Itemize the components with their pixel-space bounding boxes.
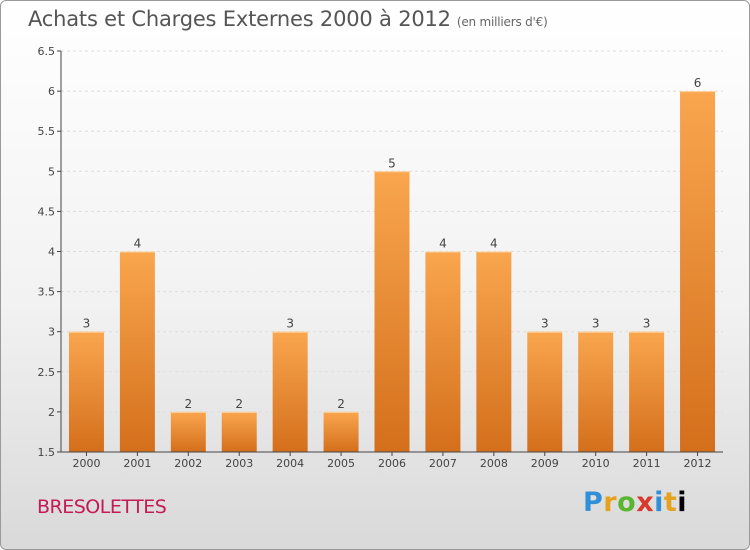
data-label: 3 xyxy=(643,317,651,331)
bar xyxy=(425,251,461,452)
chart-title-text: Achats et Charges Externes 2000 à 2012 xyxy=(28,7,451,31)
data-label: 2 xyxy=(184,397,192,411)
data-label: 3 xyxy=(83,317,91,331)
x-tick-label: 2004 xyxy=(276,457,304,470)
bar xyxy=(119,251,155,452)
x-tick-label: 2005 xyxy=(327,457,355,470)
bar xyxy=(476,251,512,452)
bar xyxy=(221,411,257,452)
bar xyxy=(527,331,563,452)
data-label: 2 xyxy=(235,397,243,411)
logo-letter: i xyxy=(677,487,688,518)
data-label: 3 xyxy=(592,317,600,331)
x-tick-label: 2006 xyxy=(378,457,406,470)
y-tick-label: 3.5 xyxy=(38,286,56,299)
y-tick-label: 2 xyxy=(48,406,55,419)
logo-letter: x xyxy=(636,487,655,518)
y-tick-label: 1.5 xyxy=(38,446,56,459)
data-label: 4 xyxy=(490,237,498,251)
y-tick-label: 6.5 xyxy=(38,45,56,58)
bar xyxy=(680,91,716,452)
y-tick-label: 6 xyxy=(48,85,55,98)
bar xyxy=(68,331,104,452)
commune-name: BRESOLETTES xyxy=(37,496,167,518)
logo-letter: i xyxy=(654,487,664,518)
x-tick-label: 2000 xyxy=(72,457,100,470)
bar xyxy=(374,171,410,453)
chart-title: Achats et Charges Externes 2000 à 2012 (e… xyxy=(28,7,548,31)
bar xyxy=(629,331,665,452)
x-tick-label: 2003 xyxy=(225,457,253,470)
x-tick-label: 2010 xyxy=(582,457,610,470)
x-tick-label: 2011 xyxy=(633,457,661,470)
logo-letter: P xyxy=(583,487,604,518)
data-label: 6 xyxy=(694,76,702,90)
logo-letter: o xyxy=(617,487,637,518)
proxiti-logo: Proxiti xyxy=(583,487,687,518)
x-tick-label: 2002 xyxy=(174,457,202,470)
data-label: 5 xyxy=(388,156,396,170)
x-tick-label: 2008 xyxy=(480,457,508,470)
chart-unit: (en milliers d'€) xyxy=(456,15,548,29)
x-tick-label: 2009 xyxy=(531,457,559,470)
x-tick-label: 2001 xyxy=(123,457,151,470)
data-label: 4 xyxy=(134,237,142,251)
x-tick-label: 2007 xyxy=(429,457,457,470)
bar xyxy=(323,411,359,452)
y-tick-label: 5 xyxy=(48,165,55,178)
data-label: 2 xyxy=(337,397,345,411)
y-tick-label: 3 xyxy=(48,326,55,339)
data-label: 3 xyxy=(286,317,294,331)
bar xyxy=(272,331,308,452)
y-tick-label: 4.5 xyxy=(38,205,56,218)
y-tick-label: 2.5 xyxy=(38,366,56,379)
logo-letter: r xyxy=(603,487,618,518)
x-tick-label: 2012 xyxy=(684,457,712,470)
y-tick-label: 5.5 xyxy=(38,125,56,138)
data-label: 4 xyxy=(439,237,447,251)
bar xyxy=(170,411,206,452)
y-tick-label: 4 xyxy=(48,246,55,259)
bar xyxy=(578,331,614,452)
logo-letter: t xyxy=(663,487,678,518)
data-label: 3 xyxy=(541,317,549,331)
